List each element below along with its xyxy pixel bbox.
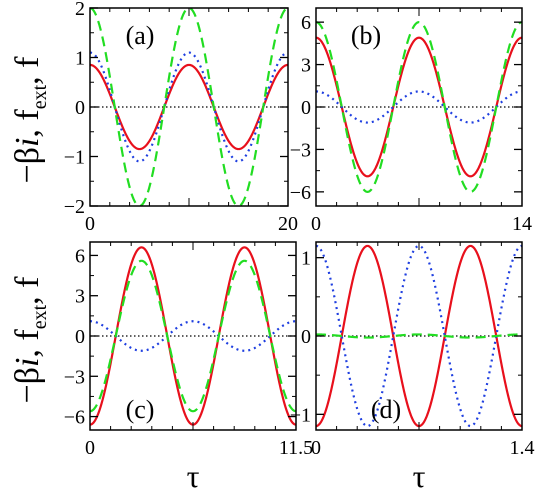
panel-label: (c) bbox=[126, 395, 155, 424]
y-tick-label: 1 bbox=[301, 248, 311, 270]
y-tick-label: 0 bbox=[301, 326, 311, 348]
series-solid-line bbox=[90, 63, 288, 151]
x-tick-label: 11.5 bbox=[279, 437, 313, 459]
series-dashed-line bbox=[316, 333, 522, 339]
series-dotted-line bbox=[90, 320, 296, 352]
panel-label: (b) bbox=[351, 21, 381, 50]
series-solid-line bbox=[90, 246, 296, 426]
y-tick-label: 0 bbox=[301, 97, 311, 119]
x-tick-label: 20 bbox=[278, 213, 298, 235]
y-tick-label: 0 bbox=[75, 326, 85, 348]
x-tick-label: 1.4 bbox=[510, 437, 535, 459]
y-tick-label: −6 bbox=[64, 407, 85, 429]
x-tick-label: 0 bbox=[85, 213, 95, 235]
x-tick-label: 0 bbox=[311, 213, 321, 235]
x-tick-label: 0 bbox=[311, 437, 321, 459]
y-tick-label: −2 bbox=[64, 196, 85, 218]
y-tick-label: 2 bbox=[75, 0, 85, 20]
y-tick-label: −3 bbox=[290, 139, 311, 161]
y-tick-label: 0 bbox=[75, 97, 85, 119]
series-dashed-line bbox=[316, 21, 522, 193]
panel-label: (a) bbox=[126, 21, 155, 50]
y-tick-label: 3 bbox=[75, 286, 85, 308]
y-axis-label-top: −βi, fext, f bbox=[9, 56, 51, 184]
series-solid-line bbox=[316, 36, 522, 178]
y-tick-label: 3 bbox=[301, 55, 311, 77]
y-tick-label: −3 bbox=[64, 366, 85, 388]
x-tick-label: 14 bbox=[512, 213, 532, 235]
panel-b: −6 −3 0 3 6 0 14 (b) bbox=[290, 7, 532, 235]
series-dotted-line bbox=[316, 244, 522, 428]
series-solid-line bbox=[316, 244, 522, 428]
y-axis-label-bottom: −βi, fext, f bbox=[9, 276, 51, 404]
y-tick-label: 1 bbox=[75, 48, 85, 70]
y-tick-label: 6 bbox=[75, 245, 85, 267]
series-dashed-line bbox=[90, 8, 288, 206]
series-dotted-line bbox=[316, 90, 522, 124]
x-axis-label-left: τ bbox=[187, 458, 200, 491]
x-tick-label: 0 bbox=[85, 437, 95, 459]
panel-c: −6 −3 0 3 6 0 11.5 (c) bbox=[64, 241, 313, 459]
panel-label: (d) bbox=[371, 395, 401, 424]
plot-frame bbox=[89, 241, 297, 431]
y-tick-label: −6 bbox=[290, 182, 311, 204]
y-tick-label: −1 bbox=[290, 404, 311, 426]
series-dashed-line bbox=[90, 259, 296, 413]
y-tick-label: −1 bbox=[64, 147, 85, 169]
y-tick-label: 6 bbox=[301, 12, 311, 34]
x-axis-label-right: τ bbox=[413, 458, 426, 491]
plot-frame bbox=[315, 241, 523, 431]
series-dotted-line bbox=[90, 51, 288, 163]
